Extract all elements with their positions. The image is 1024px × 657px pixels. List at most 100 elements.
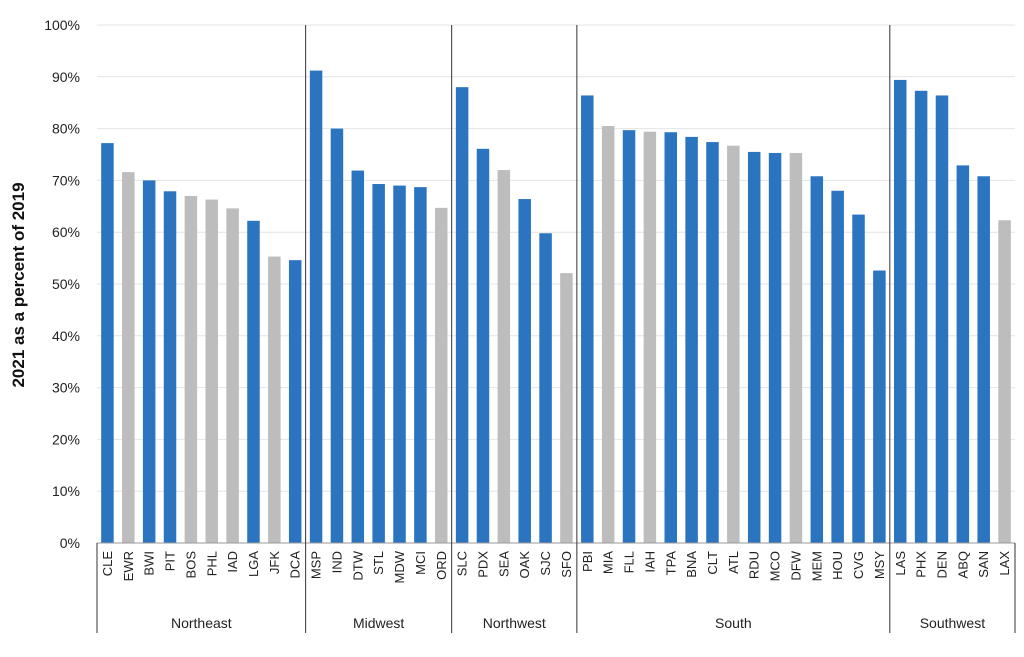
category-label: SAN: [976, 551, 991, 578]
category-label: RDU: [747, 551, 762, 579]
bars: [101, 70, 1011, 544]
category-label: ORD: [434, 551, 449, 580]
y-tick-label: 70%: [52, 172, 80, 188]
category-label: PHL: [204, 551, 219, 576]
y-tick-label: 90%: [52, 69, 80, 85]
y-tick-label: 0%: [60, 535, 80, 551]
group-label: Midwest: [353, 615, 404, 631]
category-label: ATL: [726, 551, 741, 574]
category-label: LGA: [246, 551, 261, 577]
bar-bwi: [142, 180, 156, 543]
y-axis-tick-labels: 0% 10% 20% 30% 40% 50% 60% 70% 80% 90% 100%: [44, 17, 80, 551]
category-label: BWI: [142, 551, 157, 576]
y-tick-label: 50%: [52, 276, 80, 292]
category-label: FLL: [622, 551, 637, 573]
bar-stl: [372, 184, 385, 543]
category-label: MEM: [809, 551, 824, 581]
bar-bos: [184, 195, 198, 543]
category-label: PHX: [914, 551, 929, 578]
bar-clt: [706, 142, 719, 543]
bar-mdw: [393, 185, 406, 543]
category-label: HOU: [830, 551, 845, 580]
bar-dfw: [789, 152, 803, 543]
bar-rdu: [747, 151, 761, 543]
category-labels: CLE EWR BWI PIT BOS PHL IAD LGA JFK DCA MSP IND DTW S…: [100, 550, 1012, 583]
bar-msp: [309, 70, 323, 543]
bar-mem: [810, 176, 824, 543]
bar-pbi: [581, 95, 594, 543]
y-tick-label: 20%: [52, 431, 80, 447]
bar-sea: [497, 170, 511, 544]
bar-dtw: [351, 170, 365, 543]
y-tick-label: 40%: [52, 328, 80, 344]
bar-phx: [914, 90, 928, 543]
category-label: PBI: [580, 551, 595, 572]
bar-dca: [288, 260, 302, 543]
category-label: PDX: [475, 551, 490, 578]
bar-phl: [205, 199, 218, 543]
y-tick-label: 30%: [52, 380, 80, 396]
category-label: LAS: [893, 551, 908, 576]
bar-bna: [685, 136, 698, 543]
category-label: DTW: [350, 550, 365, 580]
category-label: OAK: [517, 551, 532, 579]
category-label: MIA: [601, 551, 616, 574]
category-label: IND: [329, 551, 344, 573]
bar-mci: [414, 187, 427, 543]
bar-tpa: [664, 132, 677, 544]
bar-den: [935, 95, 949, 543]
bar-cvg: [852, 214, 865, 543]
category-label: DEN: [934, 551, 949, 578]
y-tick-label: 60%: [52, 224, 80, 240]
group-labels: Northeast Midwest Northwest South Southwest: [171, 615, 985, 631]
bar-abq: [956, 165, 970, 543]
category-label: MCI: [413, 551, 428, 575]
category-label: SJC: [538, 551, 553, 576]
group-label: Northeast: [171, 615, 232, 631]
bar-ind: [330, 128, 344, 543]
bar-atl: [727, 145, 740, 543]
bar-lax: [998, 220, 1011, 544]
category-label: TPA: [663, 551, 678, 576]
y-axis-label: 2021 as a percent of 2019: [9, 182, 28, 387]
category-label: CLT: [705, 551, 720, 575]
bar-ord: [435, 207, 448, 543]
bar-msy: [873, 270, 886, 543]
category-label: MCO: [768, 551, 783, 581]
category-label: MDW: [392, 550, 407, 583]
category-label: ABQ: [955, 551, 970, 578]
category-label: MSP: [309, 551, 324, 579]
category-label: SLC: [455, 551, 470, 576]
bar-oak: [518, 199, 531, 544]
bar-mia: [601, 126, 615, 543]
group-separators: [96, 25, 1016, 633]
bar-iah: [643, 131, 657, 543]
category-label: STL: [371, 551, 386, 575]
group-label: South: [715, 615, 752, 631]
category-label: MSY: [872, 551, 887, 580]
bar-iad: [226, 208, 239, 543]
bar-ewr: [122, 172, 135, 544]
y-tick-label: 100%: [44, 17, 80, 33]
bar-fll: [622, 130, 636, 543]
bar-mco: [768, 152, 782, 543]
bar-slc: [455, 87, 469, 543]
bar-las: [894, 79, 907, 543]
bar-pdx: [476, 148, 490, 544]
category-label: JFK: [267, 551, 282, 574]
category-label: IAD: [225, 551, 240, 573]
category-label: CLE: [100, 551, 115, 577]
category-label: LAX: [997, 551, 1012, 576]
bar-cle: [101, 143, 114, 543]
category-label: DFW: [788, 550, 803, 580]
category-label: IAH: [642, 551, 657, 573]
category-label: BOS: [183, 551, 198, 579]
category-label: PIT: [163, 551, 178, 571]
bar-san: [977, 176, 990, 543]
bar-jfk: [268, 256, 281, 543]
bar-pit: [163, 191, 177, 543]
bar-sjc: [539, 233, 552, 544]
group-label: Northwest: [483, 615, 546, 631]
category-label: SEA: [496, 551, 511, 577]
